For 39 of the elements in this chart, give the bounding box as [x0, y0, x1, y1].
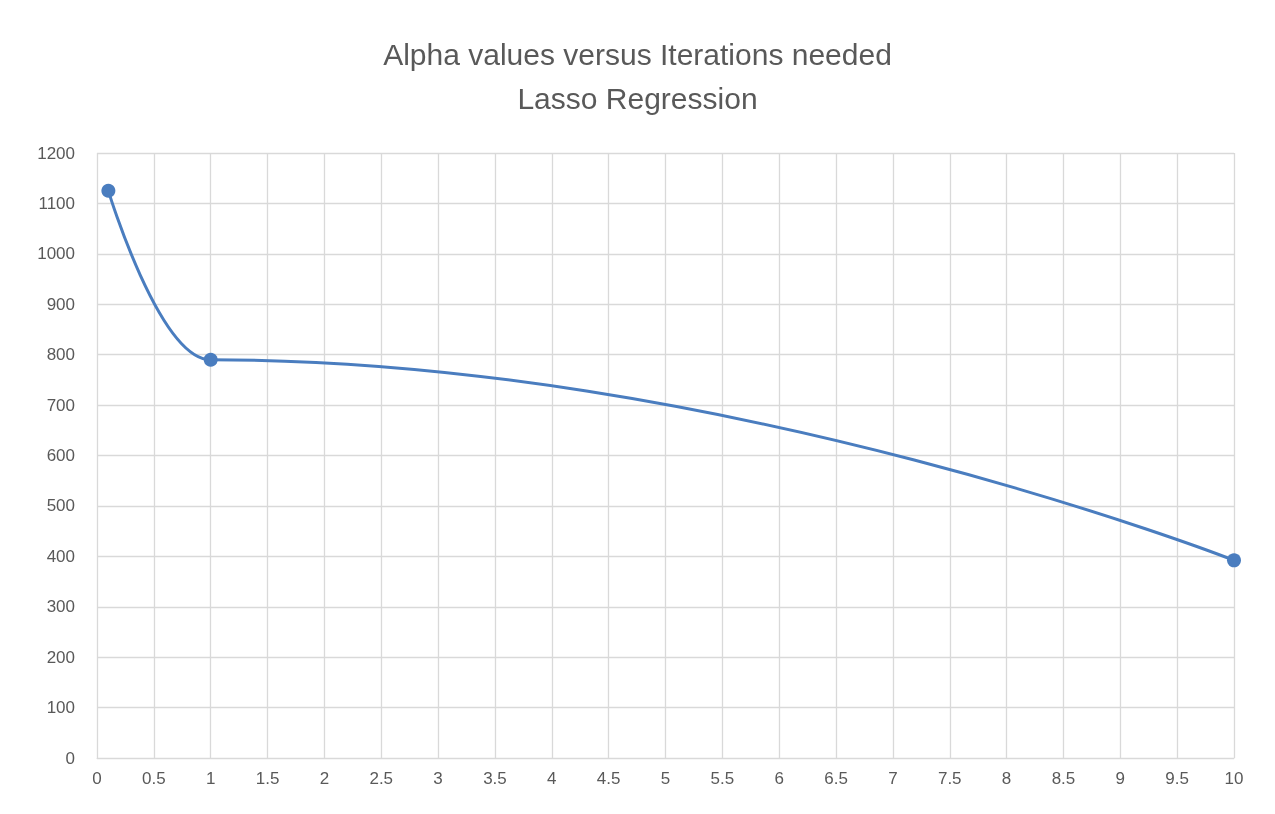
- x-tick-label: 8.5: [1051, 769, 1076, 788]
- x-tick-label: 8: [1001, 769, 1012, 788]
- point: [203, 352, 218, 367]
- y-tick-label: 800: [46, 345, 75, 365]
- y-tick-label: 300: [46, 597, 75, 617]
- y-tick-label: 400: [46, 546, 75, 566]
- x-tick-label: 6: [774, 769, 784, 788]
- y-tick-label: 500: [46, 496, 75, 516]
- point: [1227, 553, 1241, 568]
- y-tick-label: 1100: [38, 193, 75, 213]
- x-tick-label: 6.5: [824, 769, 848, 788]
- x-tick-label: 1.5: [255, 769, 280, 788]
- point: [101, 183, 116, 198]
- y-tick-label: 900: [46, 294, 75, 314]
- y-tick-label: 1000: [37, 244, 75, 264]
- chart-title: Alpha values versus Iterations needed: [383, 37, 892, 71]
- y-tick-label: 600: [46, 446, 75, 465]
- x-tick-label: 10: [1224, 769, 1244, 788]
- y-tick-label: 1200: [37, 143, 75, 163]
- x-tick-label: 4.5: [596, 769, 621, 788]
- y-tick-label: 100: [46, 698, 75, 718]
- x-tick-label: 2.5: [369, 769, 394, 788]
- x-tick-label: 5: [660, 769, 671, 788]
- x-tick-label: 9.5: [1165, 769, 1189, 788]
- x-tick-label: 3.5: [483, 769, 507, 788]
- x-tick-label: 0: [92, 769, 102, 788]
- y-tick-label: 700: [46, 395, 75, 415]
- x-tick-label: 4: [547, 769, 557, 788]
- x-tick-label: 5.5: [710, 769, 735, 788]
- x-tick-label: 7.5: [937, 769, 962, 788]
- x-tick-label: 7: [888, 769, 898, 788]
- x-tick-label: 1: [205, 769, 216, 788]
- chart-subtitle: Lasso Regression: [517, 81, 758, 115]
- x-tick-label: 2: [319, 769, 330, 788]
- x-tick-label: 9: [1115, 769, 1126, 788]
- y-tick-label: 200: [46, 647, 75, 667]
- x-tick-label: 3: [433, 769, 443, 788]
- x-tick-label: 0.5: [142, 769, 166, 788]
- y-tick-label: 0: [65, 748, 75, 768]
